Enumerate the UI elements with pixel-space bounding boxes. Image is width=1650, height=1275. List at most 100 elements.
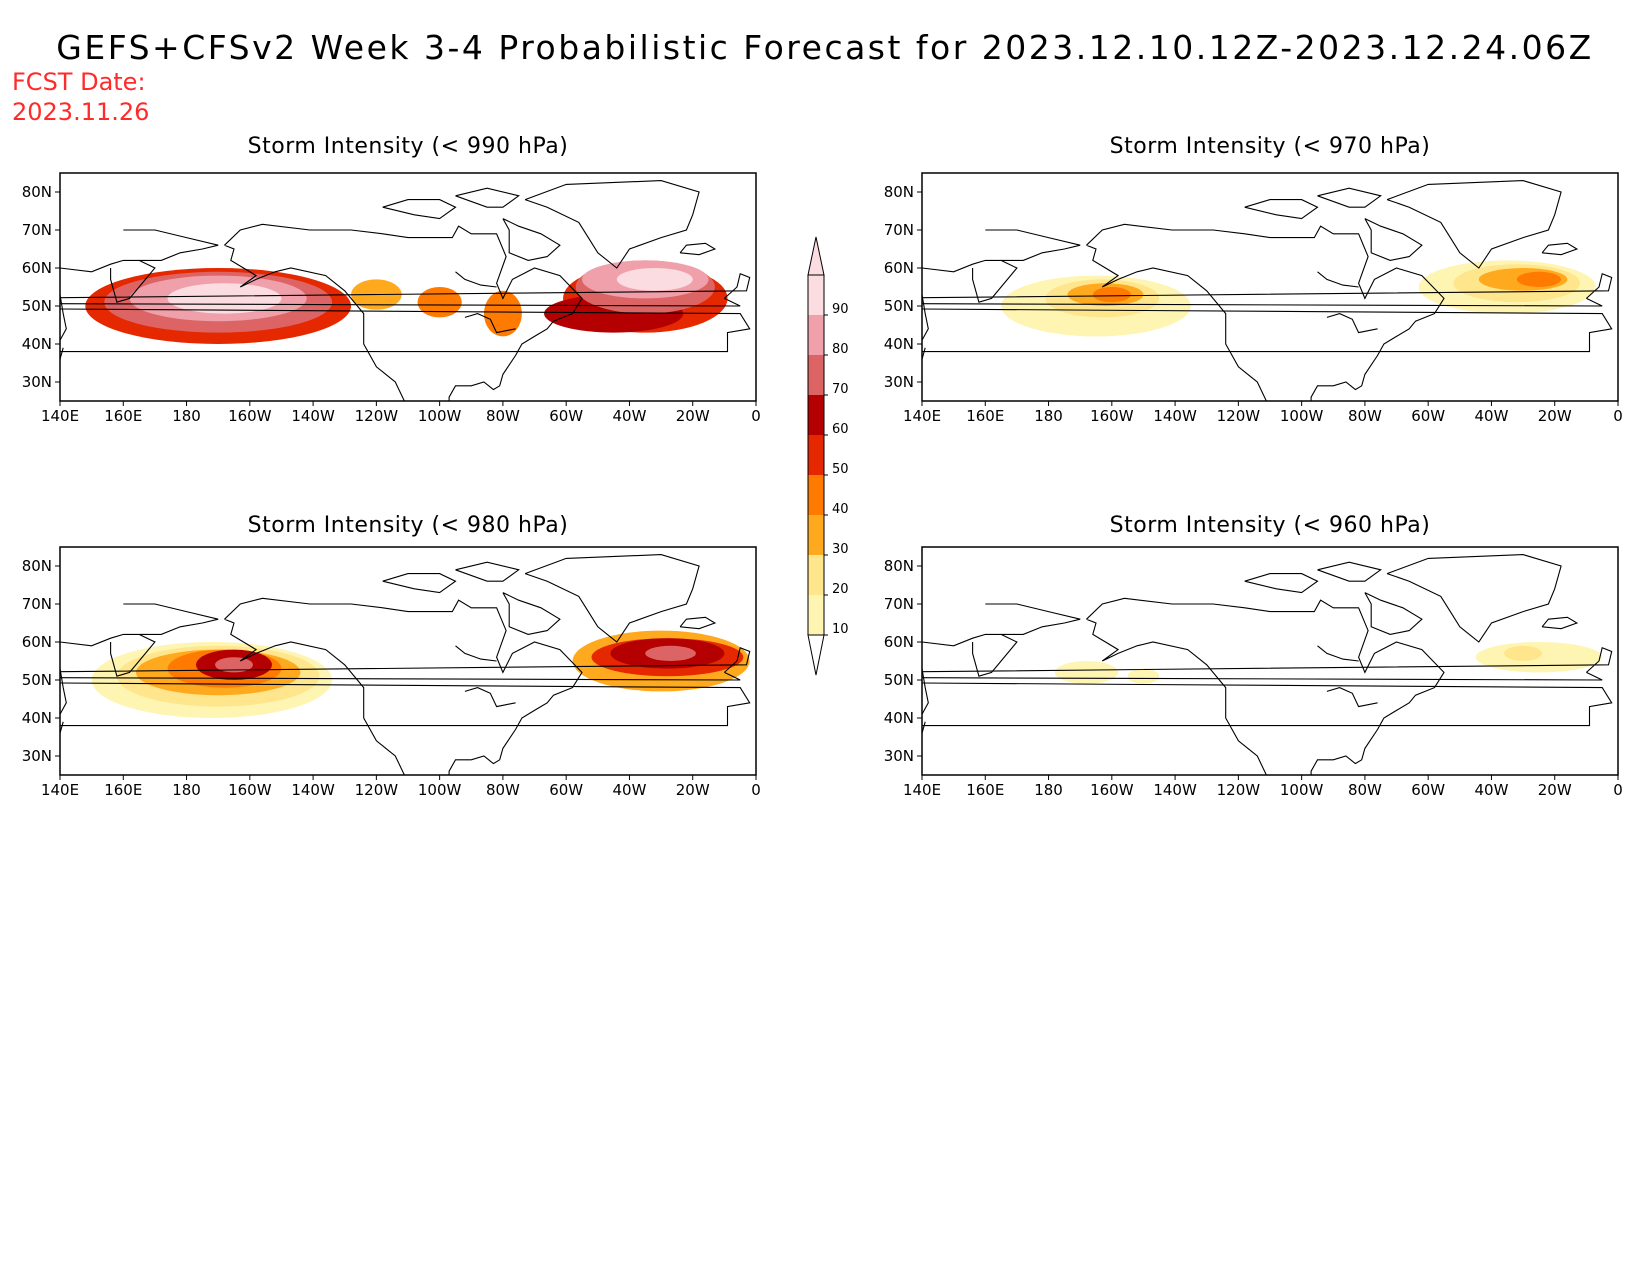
panel-title-0: Storm Intensity (< 990 hPa) bbox=[248, 134, 569, 159]
lon-tick-label: 100W bbox=[1280, 781, 1324, 799]
lat-tick-label: 40N bbox=[22, 335, 52, 353]
lat-tick-label: 80N bbox=[884, 557, 914, 575]
colorbar-end-high bbox=[807, 236, 825, 276]
lat-tick-label: 50N bbox=[22, 671, 52, 689]
lat-tick-label: 60N bbox=[22, 259, 52, 277]
lat-tick-label: 30N bbox=[22, 747, 52, 765]
lon-tick-label: 60W bbox=[549, 781, 583, 799]
coastline bbox=[455, 271, 497, 288]
colorbar-tick-label: 20 bbox=[832, 582, 849, 597]
lon-tick-label: 80W bbox=[1348, 781, 1382, 799]
lat-tick-label: 50N bbox=[884, 671, 914, 689]
lon-tick-label: 160E bbox=[966, 407, 1004, 425]
lon-tick-label: 0 bbox=[751, 781, 761, 799]
colorbar-tick-label: 90 bbox=[832, 302, 849, 317]
lat-tick-label: 60N bbox=[22, 633, 52, 651]
coastline bbox=[464, 313, 516, 334]
panel-plot-area bbox=[922, 554, 1613, 775]
lon-tick-label: 140W bbox=[291, 781, 335, 799]
coastline bbox=[502, 218, 561, 261]
colorbar-segment bbox=[808, 555, 824, 595]
coastline bbox=[922, 646, 1613, 681]
colorbar-segment bbox=[808, 395, 824, 435]
lon-tick-label: 160W bbox=[1090, 407, 1134, 425]
lon-tick-label: 60W bbox=[1411, 407, 1445, 425]
lon-tick-label: 160W bbox=[1090, 781, 1134, 799]
lon-tick-label: 40W bbox=[1474, 781, 1508, 799]
lat-tick-label: 60N bbox=[884, 259, 914, 277]
map-panel-2: Storm Intensity (< 980 hPa) 140E 160E 180 16… bbox=[22, 513, 761, 799]
coastline bbox=[1386, 554, 1562, 643]
colorbar-tick-label: 60 bbox=[832, 422, 849, 437]
coastline bbox=[922, 668, 929, 735]
panel-plot-area bbox=[60, 554, 751, 775]
colorbar-segment bbox=[808, 275, 824, 315]
lon-tick-label: 180 bbox=[172, 407, 201, 425]
coastline bbox=[1317, 561, 1382, 582]
panel-plot-area bbox=[60, 180, 751, 401]
coastline bbox=[60, 259, 156, 303]
lat-tick-label: 70N bbox=[22, 595, 52, 613]
map-panel-1: Storm Intensity (< 970 hPa) 140E 160E 180 16… bbox=[884, 134, 1623, 425]
panel-plot-area bbox=[922, 180, 1613, 401]
lon-tick-label: 180 bbox=[1034, 781, 1063, 799]
coastline bbox=[123, 229, 219, 261]
lat-tick-label: 80N bbox=[884, 183, 914, 201]
lon-tick-label: 120W bbox=[355, 781, 399, 799]
lat-tick-label: 80N bbox=[22, 557, 52, 575]
lat-tick-label: 30N bbox=[884, 747, 914, 765]
coastline bbox=[985, 229, 1081, 261]
lat-tick-label: 40N bbox=[884, 335, 914, 353]
coastline bbox=[922, 294, 929, 361]
colorbar-tick-label: 30 bbox=[832, 542, 849, 557]
coastline bbox=[382, 199, 457, 220]
lon-tick-label: 80W bbox=[1348, 407, 1382, 425]
coastline bbox=[524, 180, 700, 269]
colorbar-tick-label: 10 bbox=[832, 622, 849, 637]
lon-tick-label: 20W bbox=[1538, 407, 1572, 425]
coastline bbox=[922, 272, 1613, 307]
lon-tick-label: 160E bbox=[104, 781, 142, 799]
coastline bbox=[524, 554, 700, 643]
coastline bbox=[1317, 187, 1382, 208]
coastline bbox=[1086, 597, 1445, 775]
lon-tick-label: 100W bbox=[418, 781, 462, 799]
colorbar-segment bbox=[808, 435, 824, 475]
lon-tick-label: 160E bbox=[104, 407, 142, 425]
coastline bbox=[1317, 645, 1359, 662]
lat-tick-label: 60N bbox=[884, 633, 914, 651]
lon-tick-label: 160W bbox=[228, 407, 272, 425]
colorbar-tick-label: 40 bbox=[832, 502, 849, 517]
lon-tick-label: 140W bbox=[1153, 407, 1197, 425]
lon-tick-label: 160E bbox=[966, 781, 1004, 799]
colorbar-tick-label: 70 bbox=[832, 382, 849, 397]
probability-patch bbox=[1054, 661, 1119, 684]
lon-tick-label: 80W bbox=[486, 781, 520, 799]
coastline bbox=[985, 603, 1081, 635]
lon-tick-label: 0 bbox=[1613, 407, 1623, 425]
probability-patch bbox=[215, 657, 253, 673]
lon-tick-label: 120W bbox=[355, 407, 399, 425]
lon-tick-label: 80W bbox=[486, 407, 520, 425]
coastline bbox=[922, 259, 1018, 303]
coastline bbox=[679, 242, 717, 256]
coastline bbox=[60, 633, 156, 677]
coastline bbox=[502, 592, 561, 635]
lat-tick-label: 70N bbox=[884, 595, 914, 613]
lon-tick-label: 20W bbox=[1538, 781, 1572, 799]
lon-tick-label: 160W bbox=[228, 781, 272, 799]
lat-tick-label: 30N bbox=[884, 373, 914, 391]
panel-title-3: Storm Intensity (< 960 hPa) bbox=[1110, 513, 1431, 538]
main-title: GEFS+CFSv2 Week 3-4 Probabilistic Foreca… bbox=[56, 28, 1594, 67]
lat-tick-label: 50N bbox=[22, 297, 52, 315]
coastline bbox=[1541, 242, 1579, 256]
lon-tick-label: 60W bbox=[1411, 781, 1445, 799]
coastline bbox=[123, 603, 219, 635]
probability-patch bbox=[1127, 668, 1160, 684]
probability-patch bbox=[616, 268, 693, 291]
coastline bbox=[679, 616, 717, 630]
forecast-date-value: 2023.11.26 bbox=[12, 98, 150, 126]
coastline bbox=[1317, 271, 1359, 288]
lon-tick-label: 60W bbox=[549, 407, 583, 425]
